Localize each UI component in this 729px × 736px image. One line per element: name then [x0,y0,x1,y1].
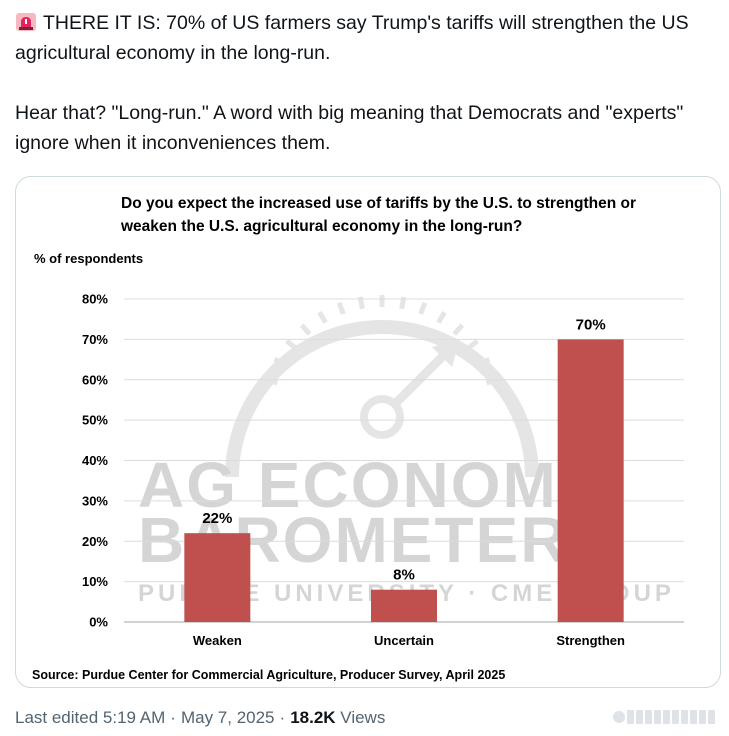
gauge-tick [273,356,287,368]
bars [184,339,624,622]
separator-dot: · [279,708,286,727]
logo-shape [627,710,634,724]
y-tick-label: 30% [82,493,108,508]
logo-shape [681,710,688,724]
logo-shape [613,711,625,723]
data-label: 22% [202,510,232,527]
logo-shape [654,710,661,724]
logo-shape [690,710,697,724]
y-axis-label: % of respondents [34,251,143,266]
views-count: 18.2K [290,708,336,727]
bar [371,589,437,622]
gauge-hub [360,395,404,439]
tweet-media-image[interactable]: AG ECONOMY BAROMETER PURDUE UNIVERSITY ·… [15,176,721,688]
bar [184,533,251,622]
edited-timestamp[interactable]: Last edited 5:19 AM [15,708,166,727]
post-date[interactable]: May 7, 2025 [180,708,275,727]
gauge-tick [285,338,298,351]
watermark-logo [613,704,721,730]
logo-shape [699,710,706,724]
gauge-needle [388,351,448,411]
views-label: Views [340,708,386,727]
gauge-icon [225,295,539,478]
y-tick-label: 0% [89,615,108,630]
logo-shape [663,710,670,724]
tweet-paragraph-2: Hear that? "Long-run." A word with big m… [15,102,684,154]
y-tick-label: 70% [82,332,108,347]
bar [557,339,624,622]
tweet-paragraph-1-text: THERE IT IS: 70% of US farmers say Trump… [15,12,689,64]
rotating-light-icon [16,13,36,31]
gauge-tick [436,310,447,324]
chart-title-line-2: weaken the U.S. agricultural economy in … [120,218,522,235]
chart-title-line-1: Do you expect the increased use of tarif… [121,195,636,212]
y-tick-label: 80% [82,292,108,307]
x-tick-label: Strengthen [556,633,625,648]
gauge-tick [299,323,312,336]
y-tick-label: 50% [82,413,108,428]
gauge-tick [477,356,491,368]
chart-source: Source: Purdue Center for Commercial Agr… [32,668,505,682]
x-axis-ticks: Weaken Uncertain Strengthen [193,633,625,648]
gauge-tick [336,301,346,315]
separator-dot: · [170,708,176,727]
tweet-text: THERE IT IS: 70% of US farmers say Trump… [15,8,720,158]
gauge-tick [466,338,479,351]
y-tick-label: 60% [82,372,108,387]
y-tick-label: 40% [82,453,108,468]
gauge-tick [452,323,465,336]
gauge-arc [225,320,539,478]
y-axis-ticks: 0% 10% 20% 30% 40% 50% 60% 70% 80% [82,292,108,630]
data-label: 8% [393,567,415,584]
data-label: 70% [576,316,606,333]
x-tick-label: Uncertain [374,633,434,648]
logo-shape [636,710,643,724]
gauge-tick [317,310,328,324]
tweet-paragraph-1: THERE IT IS: 70% of US farmers say Trump… [15,8,720,68]
y-tick-label: 10% [82,574,108,589]
tweet-meta: Last edited 5:19 AM · May 7, 2025 · 18.2K Vi… [15,708,385,728]
data-labels: 22% 8% 70% [202,316,605,583]
y-tick-label: 20% [82,534,108,549]
logo-shape [672,710,679,724]
x-tick-label: Weaken [193,633,242,648]
gauge-tick [418,301,428,315]
gauge-arrowhead [432,339,460,367]
bar-chart: AG ECONOMY BAROMETER PURDUE UNIVERSITY ·… [32,195,684,682]
logo-shape [708,710,715,724]
logo-shape [645,710,652,724]
